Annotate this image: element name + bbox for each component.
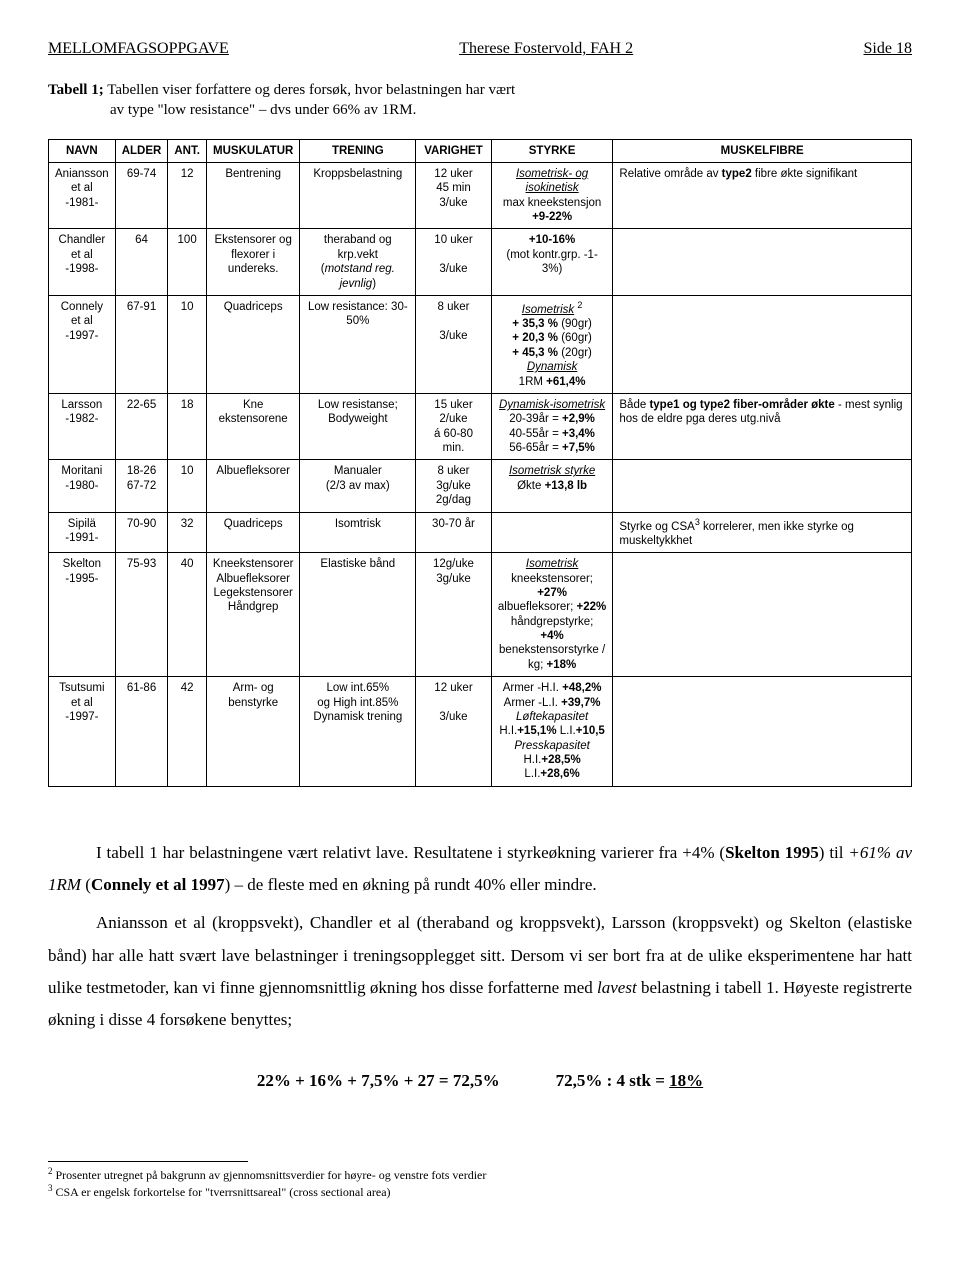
table-cell: Styrke og CSA3 korrelerer, men ikke styr… [613,512,912,553]
table-cell: Tsutsumiet al-1997- [49,677,116,787]
table-cell: 69-74 [115,162,168,229]
caption-line1: Tabellen viser forfattere og deres forsø… [104,82,515,98]
table-row: Connelyet al-1997-67-9110QuadricepsLow r… [49,295,912,393]
table-cell: 12 uker45 min 3/uke [416,162,492,229]
table-cell: Isometrisk- ogisokinetiskmax kneekstensj… [491,162,613,229]
table-cell: 15 uker2/ukeá 60-80 min. [416,393,492,460]
table-cell [613,229,912,296]
table-cell: 75-93 [115,553,168,677]
equation-right: 72,5% : 4 stk = 18% [556,1071,704,1091]
col-trening: TRENING [300,139,416,162]
table-cell: 22-65 [115,393,168,460]
table-cell: Quadriceps [206,295,300,393]
table-cell: Low int.65%og High int.85%Dynamisk treni… [300,677,416,787]
page-header: MELLOMFAGSOPPGAVE Therese Fostervold, FA… [48,40,912,58]
col-navn: NAVN [49,139,116,162]
table-cell: Kroppsbelastning [300,162,416,229]
table-cell: Isometrisk 2+ 35,3 % (90gr)+ 20,3 % (60g… [491,295,613,393]
col-muskulatur: MUSKULATUR [206,139,300,162]
table-cell: Ekstensorer ogflexorer iundereks. [206,229,300,296]
table-row: Larsson-1982-22-6518KneekstensoreneLow r… [49,393,912,460]
table-cell: 10 uker3/uke [416,229,492,296]
table-row: Skelton-1995-75-9340KneekstensorerAlbuef… [49,553,912,677]
table-cell: 18-2667-72 [115,460,168,512]
table-cell: 42 [168,677,207,787]
header-left: MELLOMFAGSOPPGAVE [48,40,229,58]
table-cell: 30-70 år [416,512,492,553]
header-center: Therese Fostervold, FAH 2 [459,40,633,58]
table-cell: Anianssonet al-1981- [49,162,116,229]
table-cell: Dynamisk-isometrisk20-39år = +2,9%40-55å… [491,393,613,460]
header-right: Side 18 [864,40,912,58]
table-cell [613,295,912,393]
table-cell: Manualer(2/3 av max) [300,460,416,512]
footnotes: 2 Prosenter utregnet på bakgrunn av gjen… [48,1166,912,1201]
table-cell: 12 [168,162,207,229]
table-cell: 12g/uke3g/uke [416,553,492,677]
table-cell: theraband og krp.vekt(motstand reg. jevn… [300,229,416,296]
table-cell: 32 [168,512,207,553]
table-cell: Relative område av type2 fibre økte sign… [613,162,912,229]
paragraph-1: I tabell 1 har belastningene vært relati… [48,837,912,902]
table-cell: 64 [115,229,168,296]
equation-left: 22% + 16% + 7,5% + 27 = 72,5% [257,1071,500,1091]
table-cell: 70-90 [115,512,168,553]
table-cell: Sipilä-1991- [49,512,116,553]
table-cell: 10 [168,295,207,393]
table-row: Moritani-1980-18-2667-7210Albuefleksorer… [49,460,912,512]
table-cell: Albuefleksorer [206,460,300,512]
equation-line: 22% + 16% + 7,5% + 27 = 72,5% 72,5% : 4 … [48,1071,912,1091]
table-cell: Bentrening [206,162,300,229]
table-cell: 8 uker3/uke [416,295,492,393]
table-cell: Arm- ogbenstyrke [206,677,300,787]
table-row: Tsutsumiet al-1997-61-8642Arm- ogbenstyr… [49,677,912,787]
table-cell: 40 [168,553,207,677]
table-cell [613,553,912,677]
table-cell: Armer -H.I. +48,2%Armer -L.I. +39,7%Løft… [491,677,613,787]
table-cell: 67-91 [115,295,168,393]
table-cell: 18 [168,393,207,460]
table-cell: Larsson-1982- [49,393,116,460]
table-cell [613,677,912,787]
footnote-3: 3 CSA er engelsk forkortelse for "tverrs… [48,1183,912,1201]
table-cell: Low resistance: 30-50% [300,295,416,393]
study-table: NAVN ALDER ANT. MUSKULATUR TRENING VARIG… [48,139,912,787]
col-varighet: VARIGHET [416,139,492,162]
table-cell: Isomtrisk [300,512,416,553]
caption-line2: av type "low resistance" – dvs under 66%… [48,100,912,120]
table-cell: Isometrisk styrkeØkte +13,8 lb [491,460,613,512]
table-caption: Tabell 1; Tabellen viser forfattere og d… [48,80,912,121]
table-cell [491,512,613,553]
table-cell: Quadriceps [206,512,300,553]
body-text: I tabell 1 har belastningene vært relati… [48,837,912,1037]
paragraph-2: Aniansson et al (kroppsvekt), Chandler e… [48,907,912,1036]
table-cell: Low resistanse;Bodyweight [300,393,416,460]
table-row: Sipilä-1991-70-9032QuadricepsIsomtrisk30… [49,512,912,553]
table-row: Chandleret al-1998-64100Ekstensorer ogfl… [49,229,912,296]
table-cell: KneekstensorerAlbuefleksorerLegekstensor… [206,553,300,677]
table-cell [613,460,912,512]
table-cell: 100 [168,229,207,296]
table-cell: Skelton-1995- [49,553,116,677]
table-cell: Isometriskkneekstensorer; +27%albuefleks… [491,553,613,677]
table-cell: Elastiske bånd [300,553,416,677]
table-cell: Kneekstensorene [206,393,300,460]
col-ant: ANT. [168,139,207,162]
table-header-row: NAVN ALDER ANT. MUSKULATUR TRENING VARIG… [49,139,912,162]
caption-lead: Tabell 1; [48,82,104,98]
table-cell: 12 uker3/uke [416,677,492,787]
table-cell: Moritani-1980- [49,460,116,512]
col-styrke: STYRKE [491,139,613,162]
table-cell: +10-16%(mot kontr.grp. -1-3%) [491,229,613,296]
table-cell: Både type1 og type2 fiber-områder økte -… [613,393,912,460]
table-cell: 61-86 [115,677,168,787]
col-muskelfibre: MUSKELFIBRE [613,139,912,162]
col-alder: ALDER [115,139,168,162]
table-cell: Chandleret al-1998- [49,229,116,296]
table-cell: 10 [168,460,207,512]
table-row: Anianssonet al-1981-69-7412BentreningKro… [49,162,912,229]
table-cell: Connelyet al-1997- [49,295,116,393]
table-cell: 8 uker3g/uke2g/dag [416,460,492,512]
footnote-2: 2 Prosenter utregnet på bakgrunn av gjen… [48,1166,912,1184]
